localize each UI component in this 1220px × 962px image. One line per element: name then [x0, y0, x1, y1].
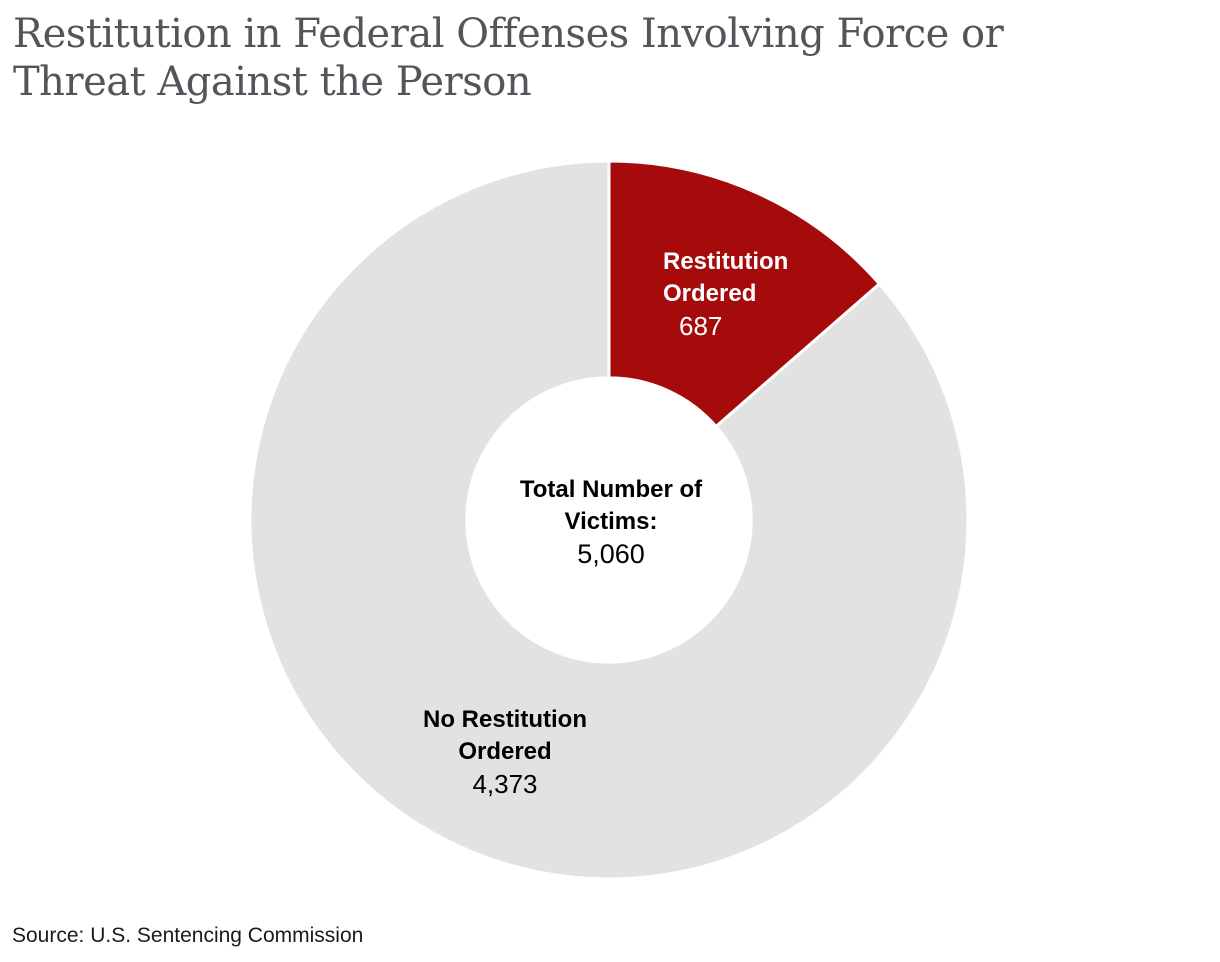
chart-title: Restitution in Federal Offenses Involvin…	[13, 11, 1004, 105]
slice-label-line: Ordered	[663, 280, 757, 307]
slice-label-line: No Restitution	[423, 706, 587, 733]
center-label-line: Victims:	[564, 508, 658, 535]
slice-value: 687	[679, 311, 723, 341]
donut-slice-restitution-ordered	[607, 159, 882, 429]
donut-center-label: Total Number of Victims: 5,060	[451, 474, 771, 570]
slice-label-line: Restitution	[663, 248, 789, 275]
donut-chart	[248, 159, 970, 881]
center-total-value: 5,060	[577, 539, 645, 569]
donut-slice-no-restitution-ordered	[248, 159, 970, 881]
slice-value: 4,373	[472, 769, 538, 799]
slice-label-line: Ordered	[458, 738, 552, 765]
source-note: Source: U.S. Sentencing Commission	[12, 924, 364, 947]
slice-label-restitution-ordered: Restitution Ordered 687	[663, 246, 788, 342]
center-label-line: Total Number of	[519, 476, 703, 503]
slice-label-no-restitution-ordered: No Restitution Ordered 4,373	[345, 704, 665, 800]
